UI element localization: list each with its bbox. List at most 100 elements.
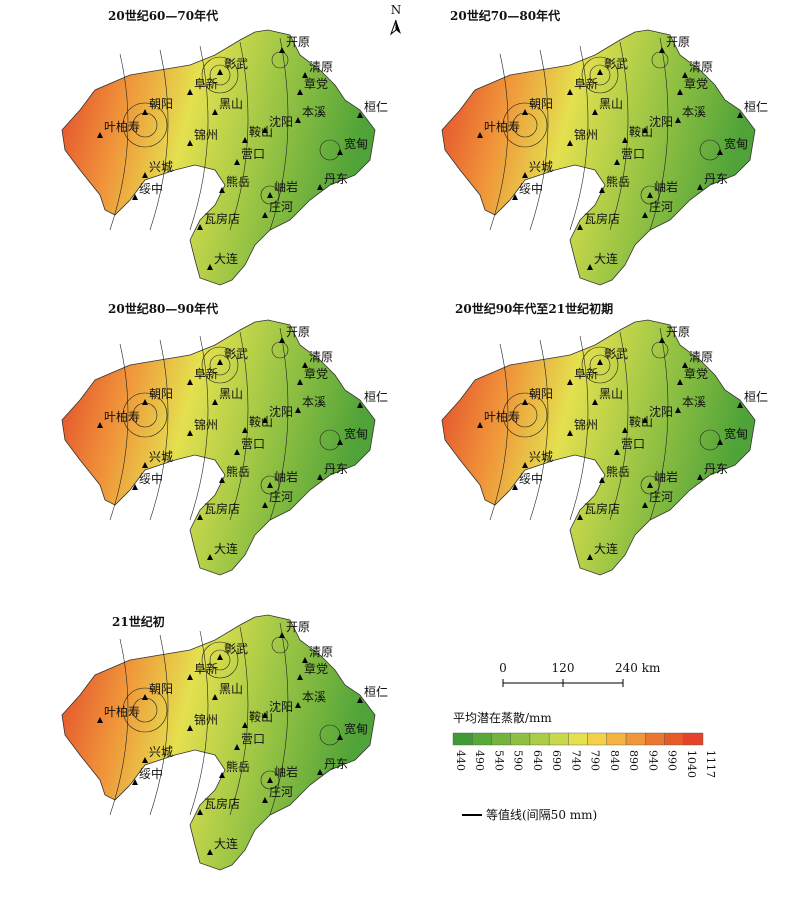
- legend-swatch: [568, 732, 588, 746]
- isoline: [229, 626, 249, 816]
- station-marker: [737, 402, 743, 408]
- isoline: [581, 56, 619, 94]
- city-label: 章党: [684, 76, 708, 91]
- city-label: 熊岳: [606, 174, 630, 189]
- isoline: [569, 45, 589, 231]
- station-marker: [262, 127, 268, 133]
- station-marker: [302, 72, 308, 78]
- isoline: [209, 649, 231, 671]
- station-marker: [512, 194, 518, 200]
- station-marker: [142, 694, 148, 700]
- city-label: 阜新: [574, 366, 598, 381]
- city-label: 熊岳: [226, 174, 250, 189]
- city-label: 沈阳: [649, 404, 673, 419]
- isoline: [269, 327, 289, 521]
- station-marker: [262, 797, 268, 803]
- city-label: 开原: [666, 325, 690, 339]
- city-label: 鞍山: [629, 414, 653, 429]
- station-marker: [295, 117, 301, 123]
- station-marker: [577, 514, 583, 520]
- isoline: [149, 634, 169, 816]
- city-label: 鞍山: [629, 124, 653, 139]
- legend-break: 990: [666, 750, 679, 771]
- city-label: 宽甸: [724, 136, 748, 151]
- station-marker: [477, 132, 483, 138]
- city-label: 岫岩: [654, 469, 678, 484]
- station-marker: [142, 757, 148, 763]
- city-label: 大连: [594, 251, 618, 266]
- city-label: 庄河: [269, 784, 293, 799]
- isoline: [189, 630, 209, 816]
- city-label: 熊岳: [226, 464, 250, 479]
- isoline: [229, 41, 249, 231]
- station-marker: [234, 744, 240, 750]
- city-label: 丹东: [324, 462, 348, 476]
- station-marker: [647, 482, 653, 488]
- station-marker: [197, 514, 203, 520]
- station-marker: [642, 502, 648, 508]
- city-label: 叶柏寿: [484, 409, 520, 424]
- station-marker: [219, 187, 225, 193]
- city-label: 熊岳: [606, 464, 630, 479]
- station-marker: [642, 212, 648, 218]
- legend-swatch: [587, 732, 608, 746]
- city-label: 鞍山: [249, 414, 273, 429]
- legend-break: 640: [531, 750, 544, 771]
- station-marker: [659, 47, 665, 53]
- station-marker: [142, 172, 148, 178]
- station-marker: [262, 212, 268, 218]
- station-marker: [675, 407, 681, 413]
- city-label: 朝阳: [149, 682, 173, 696]
- legend-break: 740: [569, 750, 582, 771]
- isoline: [149, 49, 169, 231]
- city-label: 叶柏寿: [104, 409, 140, 424]
- city-label: 章党: [304, 661, 328, 676]
- scale-label: 120: [552, 661, 575, 675]
- city-label: 瓦房店: [204, 211, 240, 226]
- city-label: 朝阳: [529, 387, 553, 401]
- isoline: [209, 354, 231, 376]
- isoline: [581, 346, 619, 384]
- station-marker: [187, 89, 193, 95]
- station-marker: [262, 502, 268, 508]
- isoline: [489, 53, 509, 231]
- city-label: 丹东: [324, 172, 348, 186]
- station-marker: [302, 362, 308, 368]
- isoline: [209, 64, 231, 86]
- isoline: [229, 331, 249, 521]
- city-label: 彰武: [604, 56, 628, 71]
- station-marker: [682, 72, 688, 78]
- station-marker: [614, 449, 620, 455]
- legend-swatch: [625, 732, 646, 746]
- station-marker: [197, 224, 203, 230]
- station-marker: [599, 477, 605, 483]
- isoline: [269, 622, 289, 816]
- city-label: 桓仁: [744, 99, 768, 114]
- city-label: 瓦房店: [584, 211, 620, 226]
- legend-break: 1117: [704, 750, 717, 778]
- station-marker: [597, 69, 603, 75]
- legend-swatch: [664, 732, 684, 746]
- station-marker: [357, 697, 363, 703]
- station-marker: [297, 89, 303, 95]
- legend-break: 490: [473, 750, 486, 771]
- city-label: 本溪: [682, 105, 706, 119]
- legend-swatch: [683, 732, 704, 746]
- city-label: 桓仁: [364, 684, 388, 699]
- city-label: 章党: [304, 76, 328, 91]
- north-arrow: N: [389, 3, 401, 36]
- isoline: [109, 638, 129, 816]
- city-label: 开原: [286, 620, 310, 634]
- station-marker: [97, 717, 103, 723]
- city-label: 开原: [286, 325, 310, 339]
- city-label: 营口: [621, 437, 645, 451]
- station-marker: [317, 474, 323, 480]
- station-marker: [142, 399, 148, 405]
- isoline: [489, 343, 509, 521]
- city-label: 岫岩: [274, 764, 298, 779]
- station-marker: [187, 430, 193, 436]
- isoline: [201, 641, 239, 679]
- scale-label: 0: [499, 661, 507, 675]
- station-marker: [132, 194, 138, 200]
